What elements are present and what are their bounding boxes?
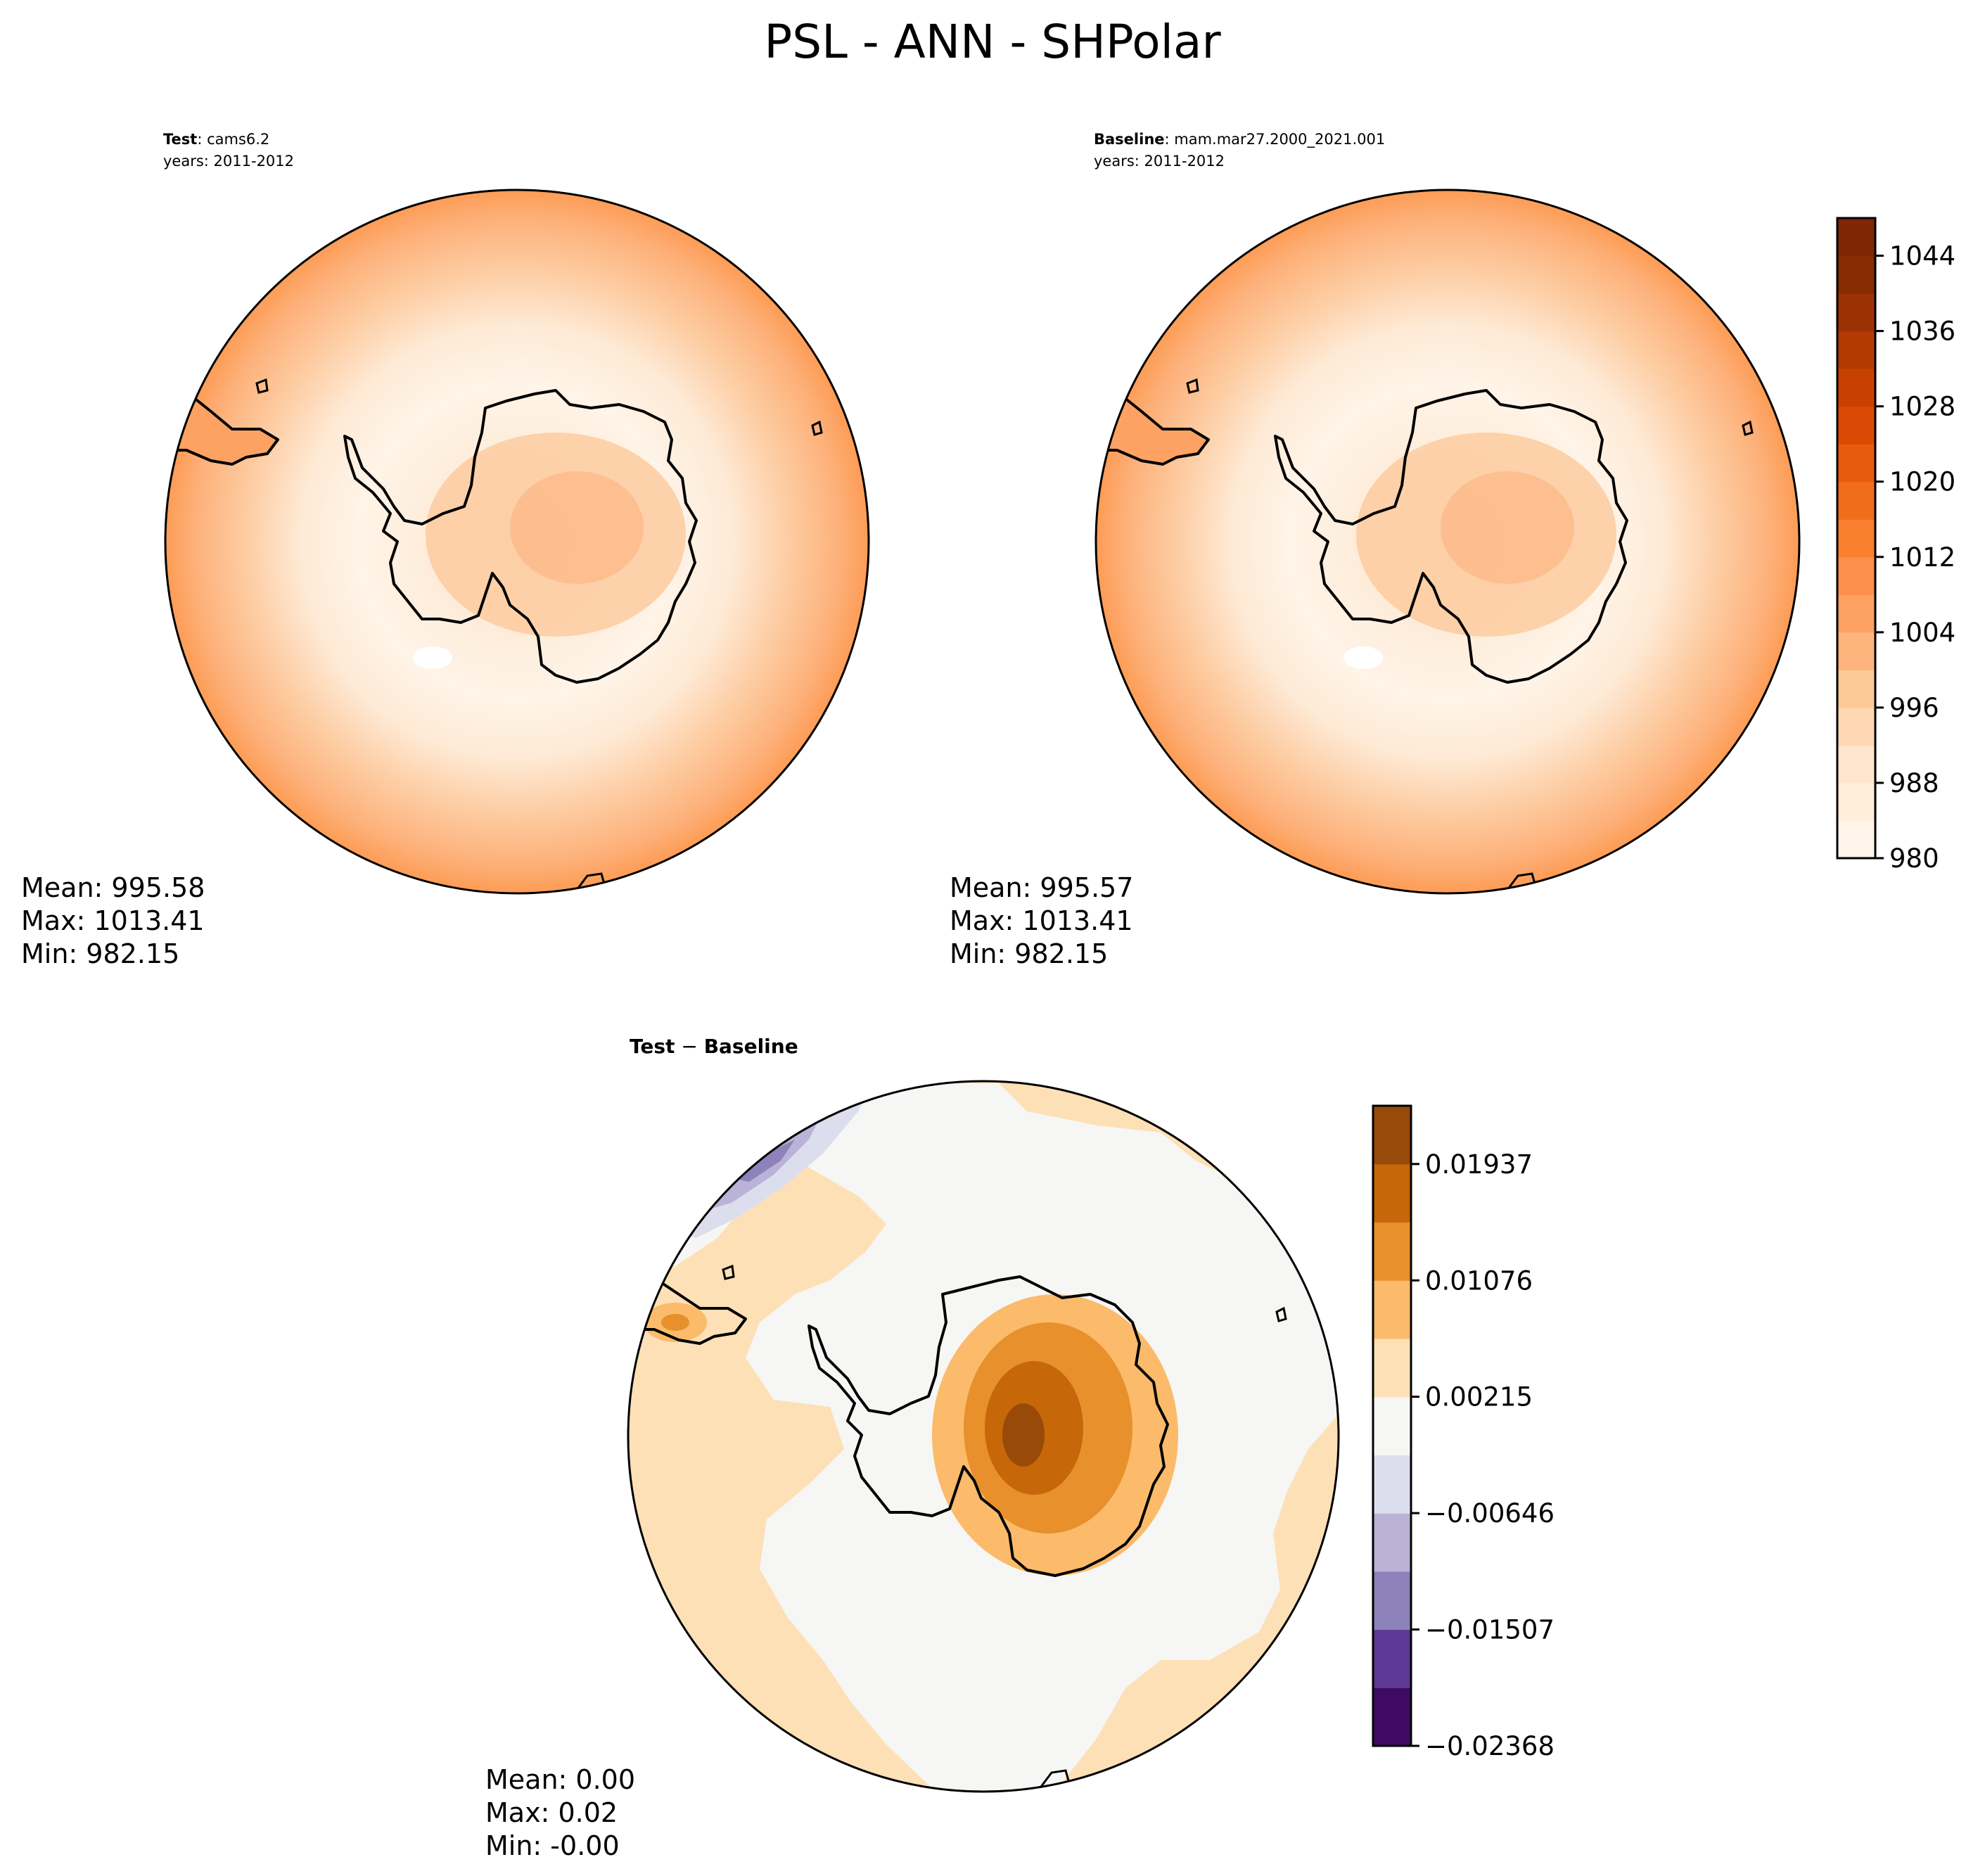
- test-stat-max: Max: 1013.41: [21, 905, 205, 936]
- baseline-map-border: [1094, 189, 1801, 895]
- diff-falklands: [722, 1264, 735, 1280]
- baseline-stat-min: Min: 982.15: [950, 938, 1108, 969]
- baseline-south-america-coast: [1096, 396, 1210, 466]
- baseline-label-bold: Baseline: [1094, 131, 1165, 148]
- diff-map-border: [627, 1080, 1340, 1793]
- colorbar-diff-swatch: [1373, 1280, 1411, 1339]
- colorbar-main: 980 988 996 1004 1012 1020 1028 1036 1044: [1836, 217, 1955, 874]
- baseline-label-case: : mam.mar27.2000_2021.001: [1165, 131, 1386, 148]
- colorbar-diff-tick-label: −0.01507: [1425, 1615, 1555, 1645]
- colorbar-diff-frame: [1372, 1104, 1412, 1747]
- colorbar-main-tick-label: 980: [1889, 843, 1939, 874]
- baseline-stat-max: Max: 1013.41: [950, 905, 1133, 936]
- colorbar-main-swatch: [1837, 594, 1875, 633]
- colorbar-diff: −0.02368 −0.01507 −0.00646 0.00215 0.01076 0.…: [1372, 1104, 1555, 1761]
- test-years: years: 2011-2012: [163, 153, 294, 170]
- colorbar-main-swatch: [1837, 745, 1875, 784]
- diff-island-east: [1275, 1306, 1287, 1322]
- colorbar-diff-swatch: [1373, 1106, 1411, 1165]
- test-stat-mean: Mean: 995.58: [21, 872, 205, 903]
- baseline-label: Baseline: mam.mar27.2000_2021.001: [1094, 131, 1385, 148]
- colorbar-main-swatch: [1837, 670, 1875, 708]
- baseline-low-patch: [1343, 646, 1383, 669]
- test-south-america-coast: [165, 396, 279, 466]
- test-map-border: [164, 189, 870, 895]
- colorbar-main-swatch: [1837, 369, 1875, 407]
- colorbar-main-swatch: [1837, 632, 1875, 670]
- colorbar-main-swatch: [1837, 556, 1875, 595]
- colorbar-main-frame: [1836, 217, 1877, 860]
- colorbar-main-swatch: [1837, 519, 1875, 558]
- colorbar-main-swatch: [1837, 218, 1875, 257]
- test-label-case: : cams6.2: [197, 131, 269, 148]
- colorbar-main-swatch: [1837, 820, 1875, 859]
- colorbar-diff-swatch: [1373, 1455, 1411, 1514]
- diff-label: Test − Baseline: [630, 1035, 798, 1058]
- diff-stat-mean: Mean: 0.00: [485, 1764, 635, 1795]
- colorbar-main-swatch: [1837, 481, 1875, 520]
- colorbar-diff-swatch: [1373, 1338, 1411, 1398]
- test-island-east: [811, 420, 823, 436]
- test-continent-core: [510, 471, 644, 584]
- test-label: Test: cams6.2: [163, 131, 269, 148]
- diff-peninsula-core: [661, 1314, 689, 1331]
- diff-label-baseline: Baseline: [704, 1035, 798, 1058]
- colorbar-main-tick-label: 1004: [1889, 618, 1955, 648]
- colorbar-main-tick-label: 1012: [1889, 542, 1955, 573]
- colorbar-main-swatch: [1837, 707, 1875, 746]
- diff-south-america-coast: [628, 1279, 747, 1345]
- test-falklands: [255, 378, 269, 394]
- colorbar-main-swatch: [1837, 782, 1875, 822]
- colorbar-main-swatch: [1837, 444, 1875, 483]
- diff-label-minus: −: [675, 1035, 703, 1058]
- colorbar-diff-tick-label: 0.00215: [1425, 1382, 1533, 1412]
- baseline-continent-core: [1441, 471, 1574, 584]
- colorbar-diff-tick-label: 0.01076: [1425, 1265, 1533, 1296]
- colorbar-main-tick-label: 1044: [1889, 241, 1955, 272]
- baseline-antarctica-coast: [1274, 389, 1628, 684]
- colorbar-diff-tick-label: −0.00646: [1425, 1498, 1555, 1529]
- colorbar-diff-swatch: [1373, 1163, 1411, 1223]
- test-antarctica-coast: [343, 389, 698, 684]
- test-label-bold: Test: [163, 131, 197, 148]
- colorbar-diff-tick-label: 0.01937: [1425, 1149, 1533, 1180]
- colorbar-diff-swatch: [1373, 1396, 1411, 1455]
- baseline-island-east: [1742, 420, 1754, 436]
- baseline-panel: Baseline: mam.mar27.2000_2021.001 years:…: [950, 131, 1801, 969]
- diff-stat-max: Max: 0.02: [485, 1797, 618, 1828]
- baseline-falklands: [1186, 378, 1199, 394]
- colorbar-main-tick-label: 988: [1889, 768, 1939, 798]
- colorbar-main-swatch: [1837, 255, 1875, 294]
- figure-title: PSL - ANN - SHPolar: [764, 15, 1221, 69]
- colorbar-diff-swatch: [1373, 1687, 1411, 1747]
- colorbar-main-swatch: [1837, 406, 1875, 445]
- test-panel: Test: cams6.2 years: 2011-2012 Mean: 995…: [21, 131, 870, 969]
- test-stat-min: Min: 982.15: [21, 938, 179, 969]
- baseline-map: [1096, 190, 1799, 893]
- colorbar-main-swatch: [1837, 293, 1875, 332]
- diff-stat-min: Min: -0.00: [485, 1830, 620, 1861]
- diff-panel: Test − Baseline Mean: 0.00: [485, 1035, 1340, 1861]
- test-map: [165, 190, 869, 893]
- diff-map: [628, 1081, 1339, 1792]
- colorbar-diff-swatch: [1373, 1629, 1411, 1688]
- baseline-stat-mean: Mean: 995.57: [950, 872, 1133, 903]
- colorbar-diff-swatch: [1373, 1571, 1411, 1631]
- colorbar-diff-swatch: [1373, 1222, 1411, 1281]
- colorbar-diff-swatch: [1373, 1513, 1411, 1572]
- baseline-years: years: 2011-2012: [1094, 153, 1225, 170]
- colorbar-main-tick-label: 1036: [1889, 317, 1955, 347]
- diff-continent-pos-4: [1002, 1403, 1045, 1467]
- colorbar-main-tick-label: 1028: [1889, 392, 1955, 422]
- diff-label-test: Test: [630, 1035, 675, 1058]
- test-low-patch: [413, 646, 452, 669]
- diff-antarctica-coast: [808, 1275, 1169, 1577]
- colorbar-main-swatch: [1837, 331, 1875, 369]
- colorbar-main-tick-label: 1020: [1889, 467, 1955, 497]
- colorbar-main-tick-label: 996: [1889, 693, 1939, 723]
- colorbar-diff-tick-label: −0.02368: [1425, 1731, 1555, 1761]
